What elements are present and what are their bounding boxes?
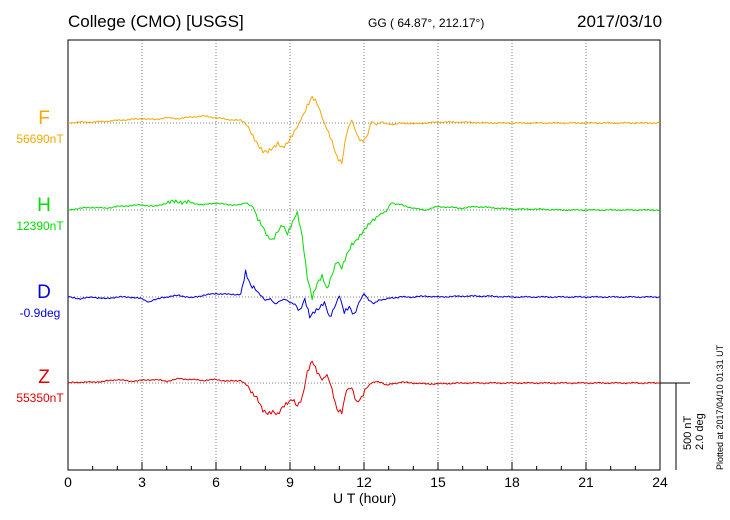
channel-z-baseline: 55350nT — [16, 391, 64, 405]
x-tick-label: 12 — [356, 474, 372, 490]
plotted-timestamp: Plotted at 2017/04/10 01:31 UT — [715, 344, 725, 470]
channel-f-baseline: 56690nT — [16, 132, 64, 146]
series-line-z — [68, 360, 661, 416]
x-tick-label: 0 — [64, 474, 72, 490]
date-label: 2017/03/10 — [577, 12, 663, 31]
x-tick-label: 15 — [430, 474, 446, 490]
x-tick-label: 21 — [578, 474, 594, 490]
x-tick-label: 6 — [212, 474, 220, 490]
channel-h-baseline: 12390nT — [16, 219, 64, 233]
x-axis-label: U T (hour) — [333, 490, 397, 506]
channel-d-label: D — [37, 282, 51, 303]
series-line-d — [67, 269, 661, 319]
x-tick-label: 9 — [286, 474, 294, 490]
x-tick-label: 18 — [504, 474, 520, 490]
plot-frame — [67, 39, 661, 471]
x-tick-label: 3 — [138, 474, 146, 490]
coordinates-label: GG ( 64.87°, 212.17°) — [368, 16, 485, 30]
scale-nt-label: 500 nT — [682, 415, 694, 450]
channel-d-baseline: -0.9deg — [19, 306, 61, 320]
series-line-f — [67, 95, 661, 164]
channel-z-label: Z — [38, 367, 50, 388]
channel-h-label: H — [37, 195, 51, 216]
x-tick-label: 24 — [652, 474, 668, 490]
scale-deg-label: 2.0 deg — [694, 413, 706, 450]
x-axis-ticks — [67, 462, 661, 470]
series-line-h — [67, 199, 661, 301]
vertical-gridlines — [141, 40, 587, 470]
channel-f-label: F — [38, 108, 50, 129]
series-lines — [67, 95, 661, 416]
station-title: College (CMO) [USGS] — [68, 12, 244, 31]
